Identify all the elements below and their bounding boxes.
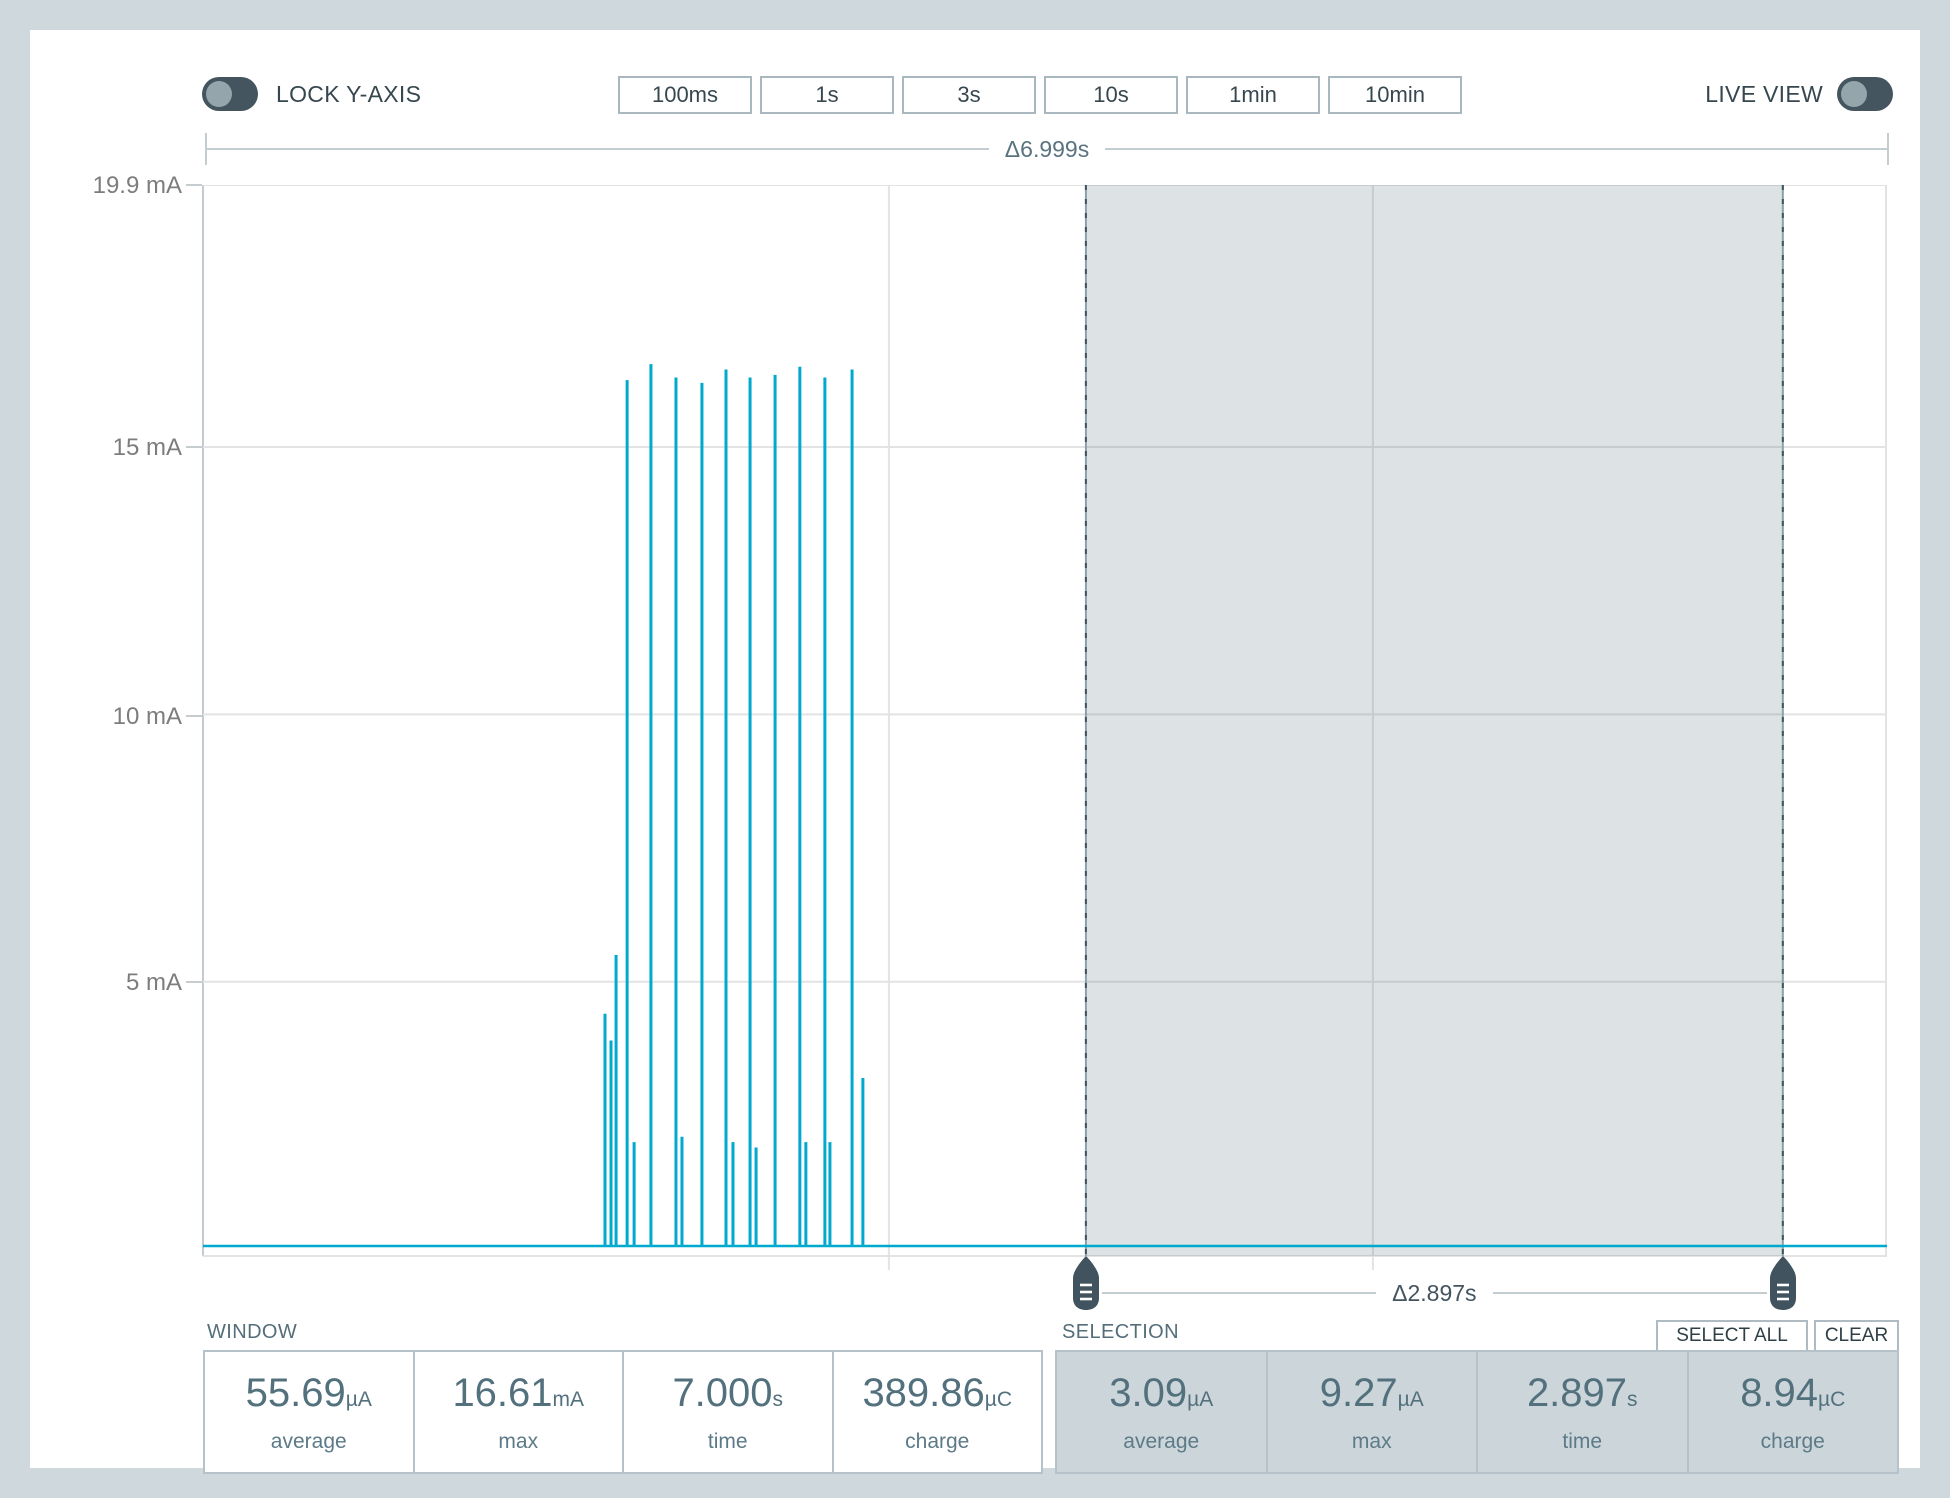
ruler-line bbox=[1101, 1292, 1377, 1294]
clear-selection-button[interactable]: CLEAR bbox=[1814, 1320, 1899, 1352]
selection-average-stat: 3.09µA average bbox=[1057, 1352, 1266, 1472]
window-average-stat: 55.69µA average bbox=[205, 1352, 413, 1472]
selection-right-handle[interactable] bbox=[1769, 1256, 1796, 1310]
window-stats-box: 55.69µA average 16.61mA max 7.000s time … bbox=[203, 1350, 1043, 1474]
stat-value: 3.09 bbox=[1109, 1370, 1188, 1415]
window-max-stat: 16.61mA max bbox=[412, 1352, 623, 1472]
stat-label: max bbox=[1351, 1429, 1392, 1453]
stat-value: 9.27 bbox=[1319, 1370, 1398, 1415]
selection-delta-label: Δ2.897s bbox=[1392, 1279, 1477, 1306]
ruler-right-tick bbox=[1887, 133, 1890, 165]
y-tick-mark bbox=[186, 715, 202, 717]
stat-label: average bbox=[270, 1429, 347, 1453]
stat-value: 7.000 bbox=[672, 1370, 773, 1415]
window-button-10min[interactable]: 10min bbox=[1328, 76, 1462, 114]
stat-unit: mA bbox=[552, 1387, 585, 1411]
stat-unit: µA bbox=[1397, 1387, 1424, 1411]
stat-value: 55.69 bbox=[245, 1370, 346, 1415]
selection-region[interactable] bbox=[1085, 185, 1783, 1256]
selection-charge-stat: 8.94µC charge bbox=[1686, 1352, 1898, 1472]
selection-time-stat: 2.897s time bbox=[1476, 1352, 1687, 1472]
lock-y-axis-toggle[interactable] bbox=[202, 77, 258, 111]
y-tick-mark bbox=[186, 446, 202, 448]
current-trace-chart[interactable] bbox=[203, 185, 1887, 1275]
window-duration-button-group: 100ms 1s 3s 10s 1min 10min bbox=[618, 76, 1462, 114]
stat-label: time bbox=[707, 1429, 748, 1453]
window-button-1min[interactable]: 1min bbox=[1186, 76, 1320, 114]
stat-label: average bbox=[1123, 1429, 1200, 1453]
y-tick-mark bbox=[186, 981, 202, 983]
selection-stats-title: SELECTION bbox=[1062, 1321, 1179, 1343]
y-tick-label-5ma: 5 mA bbox=[125, 969, 182, 996]
window-button-100ms[interactable]: 100ms bbox=[618, 76, 752, 114]
y-tick-label-15ma: 15 mA bbox=[112, 434, 182, 461]
live-view-label: LIVE VIEW bbox=[1705, 81, 1823, 107]
stat-value: 389.86 bbox=[862, 1370, 985, 1415]
live-view-toggle[interactable] bbox=[1837, 77, 1893, 111]
y-tick-label-10ma: 10 mA bbox=[112, 703, 182, 730]
stat-label: charge bbox=[1760, 1429, 1825, 1453]
selection-delta-ruler: Δ2.897s bbox=[1101, 1277, 1767, 1309]
stat-unit: µC bbox=[1818, 1387, 1846, 1411]
ruler-line bbox=[207, 148, 989, 150]
stat-value: 8.94 bbox=[1740, 1370, 1819, 1415]
select-all-button[interactable]: SELECT ALL bbox=[1656, 1320, 1808, 1352]
y-tick-mark bbox=[186, 184, 202, 186]
stat-unit: s bbox=[1627, 1387, 1638, 1411]
window-time-stat: 7.000s time bbox=[622, 1352, 832, 1472]
y-axis-line bbox=[202, 185, 204, 1256]
stat-unit: µC bbox=[984, 1387, 1013, 1411]
window-delta-label: Δ6.999s bbox=[1004, 135, 1090, 162]
window-delta-ruler: Δ6.999s bbox=[205, 133, 1890, 165]
main-panel: LOCK Y-AXIS 100ms 1s 3s 10s 1min 10min L… bbox=[30, 30, 1920, 1474]
stat-unit: s bbox=[772, 1387, 784, 1411]
stat-label: time bbox=[1562, 1429, 1603, 1453]
stat-label: max bbox=[498, 1429, 539, 1453]
selection-max-stat: 9.27µA max bbox=[1265, 1352, 1477, 1472]
stat-unit: µA bbox=[345, 1387, 372, 1411]
stat-label: charge bbox=[905, 1429, 970, 1453]
toggle-knob-icon bbox=[1841, 81, 1867, 107]
ruler-line bbox=[1492, 1292, 1767, 1294]
window-button-3s[interactable]: 3s bbox=[902, 76, 1036, 114]
lock-y-axis-label: LOCK Y-AXIS bbox=[276, 81, 422, 107]
window-charge-stat: 389.86µC charge bbox=[831, 1352, 1042, 1472]
toggle-knob-icon bbox=[206, 81, 232, 107]
stat-value: 2.897 bbox=[1526, 1370, 1628, 1415]
window-button-1s[interactable]: 1s bbox=[760, 76, 894, 114]
ruler-left-tick bbox=[205, 133, 207, 165]
y-tick-label-19-9ma: 19.9 mA bbox=[92, 172, 182, 199]
stat-unit: µA bbox=[1187, 1387, 1214, 1411]
stat-value: 16.61 bbox=[452, 1370, 553, 1415]
selection-stats-box: 3.09µA average 9.27µA max 2.897s time 8.… bbox=[1055, 1350, 1899, 1474]
selection-left-handle[interactable] bbox=[1072, 1256, 1099, 1310]
window-button-10s[interactable]: 10s bbox=[1044, 76, 1178, 114]
ruler-line bbox=[1105, 148, 1888, 150]
window-stats-title: WINDOW bbox=[207, 1321, 298, 1343]
